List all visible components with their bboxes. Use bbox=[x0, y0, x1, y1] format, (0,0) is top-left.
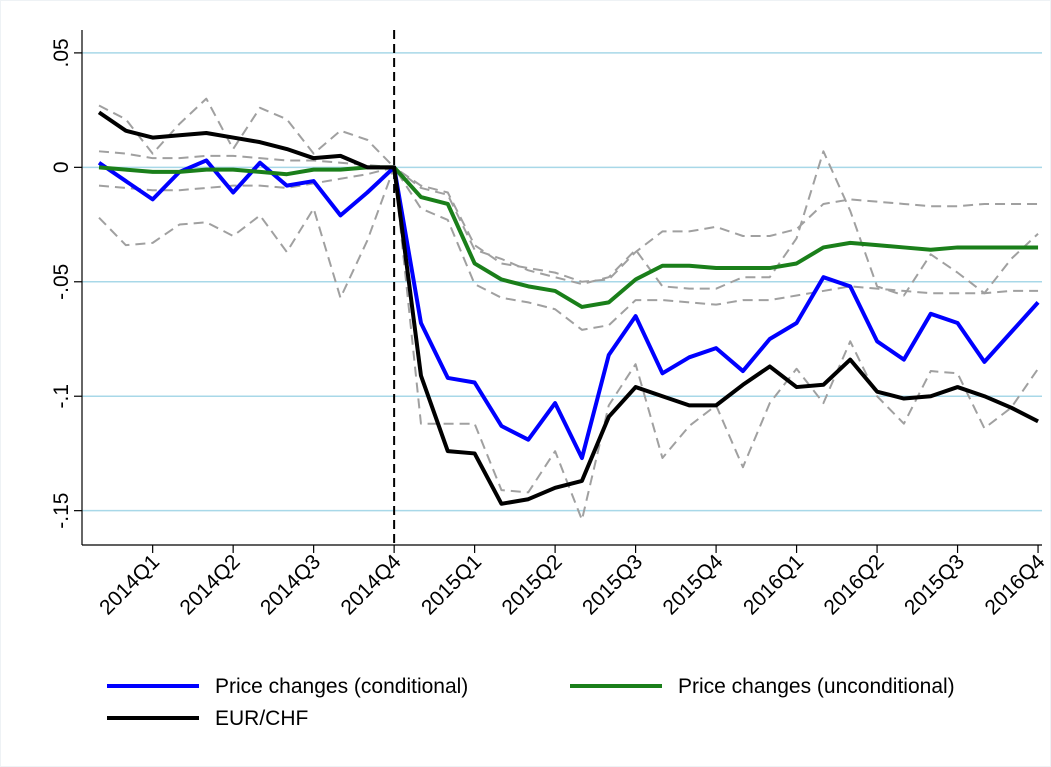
confidence-band bbox=[98, 150, 1039, 283]
series-line bbox=[97, 158, 1040, 461]
legend-label: EUR/CHF bbox=[215, 707, 308, 730]
series-line bbox=[98, 165, 1039, 309]
legend-label: Price changes (unconditional) bbox=[678, 675, 955, 698]
legend-label: Price changes (conditional) bbox=[215, 675, 468, 698]
y-tick-label: 0 bbox=[50, 161, 73, 173]
confidence-band bbox=[98, 166, 1039, 331]
y-tick-label: -.1 bbox=[50, 384, 73, 409]
confidence-band bbox=[98, 97, 1039, 297]
y-tick-label: -.15 bbox=[50, 493, 73, 529]
y-tick-label: .05 bbox=[50, 38, 73, 67]
y-tick-label: -.05 bbox=[50, 264, 73, 300]
series-line bbox=[97, 110, 1039, 506]
